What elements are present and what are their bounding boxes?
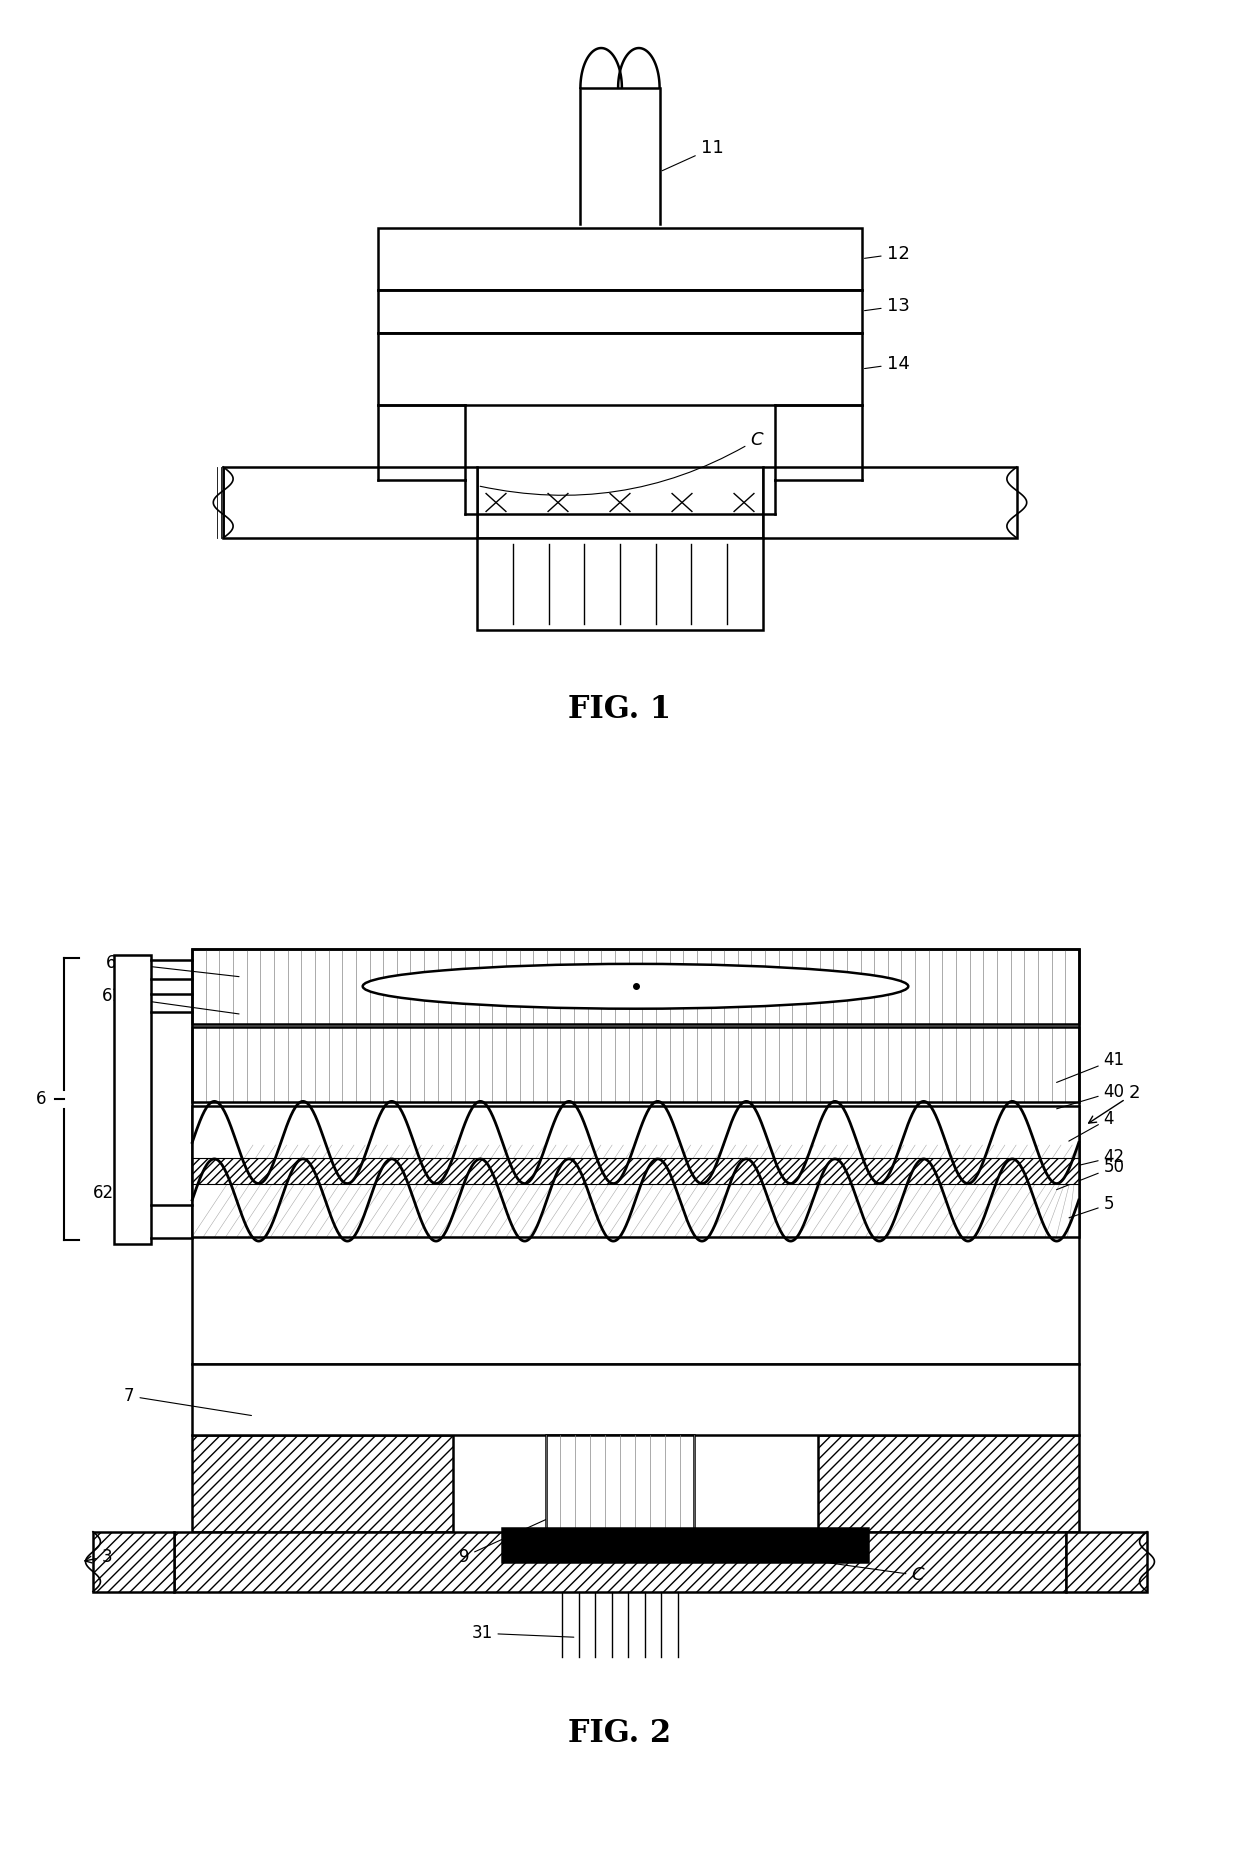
- Bar: [763, 467, 1017, 538]
- Text: 14: 14: [864, 355, 909, 374]
- Bar: [192, 1106, 1079, 1237]
- Text: 41: 41: [1056, 1052, 1125, 1082]
- Bar: [93, 1532, 174, 1592]
- Text: 7: 7: [124, 1388, 252, 1416]
- Bar: [192, 949, 1079, 1364]
- Text: 4: 4: [1069, 1110, 1114, 1141]
- Bar: [502, 1528, 868, 1562]
- Text: 9: 9: [459, 1507, 574, 1565]
- Text: FIG. 2: FIG. 2: [568, 1719, 672, 1748]
- Text: 63: 63: [105, 955, 239, 977]
- Text: 2: 2: [1089, 1085, 1140, 1123]
- Bar: [546, 1435, 694, 1543]
- Text: 13: 13: [864, 297, 909, 316]
- Bar: [192, 949, 1079, 1024]
- Text: 11: 11: [662, 140, 723, 170]
- Text: FIG. 1: FIG. 1: [568, 695, 672, 725]
- Bar: [223, 467, 477, 538]
- Text: 62: 62: [93, 1184, 114, 1201]
- Bar: [192, 1106, 1079, 1237]
- Text: 5: 5: [1069, 1196, 1114, 1218]
- Bar: [192, 1435, 453, 1532]
- Bar: [114, 955, 151, 1244]
- Text: 31: 31: [471, 1625, 574, 1642]
- Bar: [1066, 1532, 1147, 1592]
- Bar: [378, 228, 862, 290]
- Bar: [477, 538, 763, 630]
- Text: C: C: [480, 432, 763, 495]
- Bar: [378, 290, 862, 333]
- Text: 42: 42: [1056, 1149, 1125, 1171]
- Bar: [378, 333, 862, 405]
- Bar: [818, 1435, 1079, 1532]
- Text: C: C: [703, 1545, 924, 1584]
- Bar: [192, 1027, 1079, 1102]
- Text: 3: 3: [84, 1549, 113, 1565]
- Text: 40: 40: [1056, 1083, 1125, 1110]
- Ellipse shape: [362, 964, 908, 1009]
- Text: 12: 12: [864, 245, 909, 263]
- Bar: [174, 1532, 1066, 1592]
- Text: 61: 61: [102, 988, 239, 1014]
- Text: 50: 50: [1056, 1158, 1125, 1190]
- Bar: [192, 1364, 1079, 1435]
- Bar: [192, 1158, 1079, 1184]
- Text: 6: 6: [36, 1091, 46, 1108]
- Bar: [477, 467, 763, 538]
